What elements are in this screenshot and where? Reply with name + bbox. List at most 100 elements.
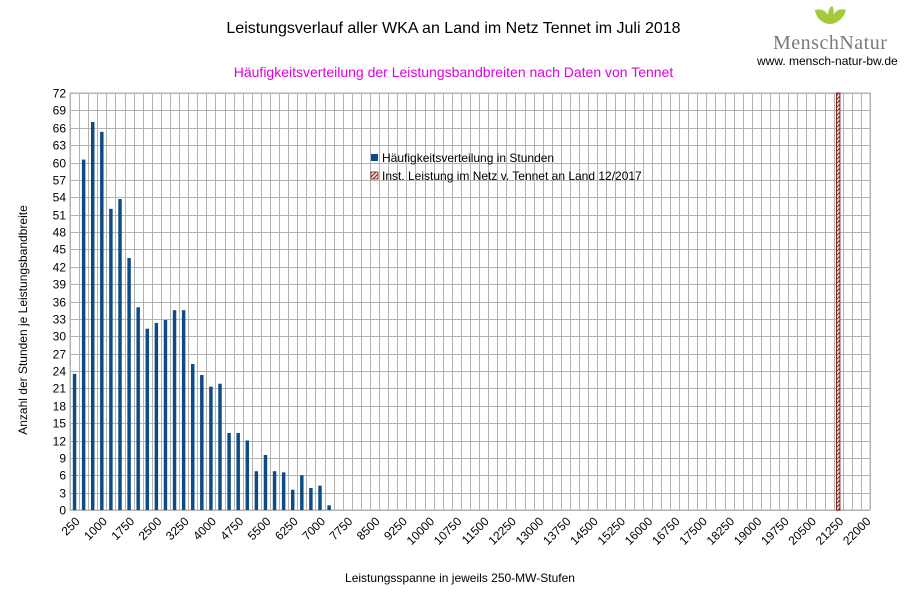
bar [263, 454, 268, 510]
bar [81, 159, 86, 510]
y-tick-label: 27 [53, 348, 67, 362]
logo-wordmark: MenschNatur [773, 32, 887, 55]
x-tick-label: 10000 [404, 514, 438, 548]
y-tick-label: 57 [53, 174, 67, 188]
x-tick-label: 18250 [704, 514, 738, 548]
bar [91, 121, 95, 510]
y-tick-label: 66 [53, 122, 67, 136]
y-tick-label: 39 [53, 278, 67, 292]
bar [145, 328, 149, 510]
y-tick-label: 48 [53, 226, 67, 240]
y-tick-label: 60 [53, 157, 67, 171]
y-tick-label: 21 [53, 382, 67, 396]
x-tick-label: 14500 [567, 514, 601, 548]
logo: MenschNatur www. mensch-natur-bw.de [755, 6, 903, 72]
bar [163, 320, 168, 510]
x-tick-label: 1750 [108, 514, 137, 543]
bar [318, 485, 322, 510]
bar [127, 258, 131, 510]
y-tick-label: 15 [53, 417, 67, 431]
x-tick-label: 19000 [731, 514, 765, 548]
x-tick-label: 15250 [595, 514, 629, 548]
y-tick-label: 12 [53, 435, 67, 449]
y-axis-ticks: 0369121518212427303336394245485154576063… [53, 87, 67, 518]
y-tick-label: 63 [53, 139, 67, 153]
x-tick-label: 21250 [813, 514, 847, 548]
bar [327, 505, 331, 510]
x-tick-label: 22000 [840, 514, 874, 548]
x-tick-label: 20500 [786, 514, 820, 548]
y-tick-label: 6 [59, 469, 66, 483]
y-tick-label: 9 [59, 452, 66, 466]
bars [72, 92, 841, 511]
bar [272, 471, 277, 510]
x-tick-label: 4750 [218, 514, 247, 543]
x-tick-label: 1000 [81, 514, 110, 543]
x-tick-label: 16000 [622, 514, 656, 548]
x-tick-label: 7000 [299, 514, 328, 543]
x-tick-label: 4000 [190, 514, 219, 543]
y-axis-label: Anzahl der Stunden je Leistungsbandbreit… [16, 205, 30, 435]
x-tick-label: 7750 [327, 514, 356, 543]
x-tick-label: 16750 [649, 514, 683, 548]
y-tick-label: 36 [53, 296, 67, 310]
bar [191, 364, 195, 510]
x-tick-label: 19750 [758, 514, 792, 548]
y-tick-label: 42 [53, 261, 67, 275]
y-tick-label: 54 [53, 191, 67, 205]
bar [172, 310, 177, 510]
x-axis-label: Leistungsspanne in jeweils 250-MW-Stufen [345, 571, 575, 585]
x-tick-label: 5500 [245, 514, 274, 543]
x-tick-label: 12250 [486, 514, 520, 548]
bar [209, 386, 213, 510]
legend-label-frequency: Häufigkeitsverteilung in Stunden [382, 151, 554, 165]
bar [309, 487, 313, 510]
bar [118, 198, 122, 511]
legend: Häufigkeitsverteilung in Stunden Inst. Le… [370, 151, 642, 183]
chart-title: Leistungsverlauf aller WKA an Land im Ne… [226, 20, 681, 37]
x-tick-label: 13000 [513, 514, 547, 548]
bar [245, 440, 249, 510]
y-tick-label: 3 [59, 487, 66, 501]
x-tick-label: 13750 [540, 514, 574, 548]
bar [281, 472, 286, 510]
bar [254, 471, 259, 510]
bar [72, 373, 77, 510]
bar [100, 131, 104, 510]
logo-name-1: Mensch [773, 32, 840, 54]
logo-url: www. mensch-natur-bw.de [757, 54, 898, 68]
installed-capacity-bar [835, 92, 841, 511]
x-tick-label: 10750 [431, 514, 465, 548]
logo-name-2: Natur [839, 32, 888, 54]
legend-label-installed: Inst. Leistung im Netz v. Tennet an Land… [382, 169, 642, 183]
legend-swatch-frequency [371, 154, 378, 161]
bar [227, 432, 231, 510]
y-tick-label: 30 [53, 330, 67, 344]
x-tick-label: 8500 [354, 514, 383, 543]
x-tick-label: 6250 [272, 514, 301, 543]
y-tick-label: 51 [53, 209, 67, 223]
y-tick-label: 45 [53, 243, 67, 257]
bar [109, 208, 113, 511]
y-tick-label: 69 [53, 104, 67, 118]
x-tick-label: 250 [59, 514, 83, 538]
bar [291, 489, 295, 510]
y-tick-label: 0 [59, 504, 66, 518]
bar [218, 383, 222, 510]
bar [200, 375, 204, 510]
bar [154, 322, 159, 510]
x-tick-label: 3250 [163, 514, 192, 543]
legend-swatch-installed [370, 171, 379, 180]
bar [181, 310, 186, 510]
y-tick-label: 72 [53, 87, 67, 101]
bar [300, 475, 304, 510]
ginkgo-leaf-icon [815, 6, 846, 35]
x-tick-label: 17500 [676, 514, 710, 548]
x-tick-label: 11500 [459, 514, 492, 547]
y-tick-label: 24 [53, 365, 67, 379]
x-axis-ticks: 2501000175025003250400047505500625070007… [59, 514, 874, 548]
y-tick-label: 33 [53, 313, 67, 327]
bar [236, 432, 240, 510]
bar [136, 307, 140, 510]
